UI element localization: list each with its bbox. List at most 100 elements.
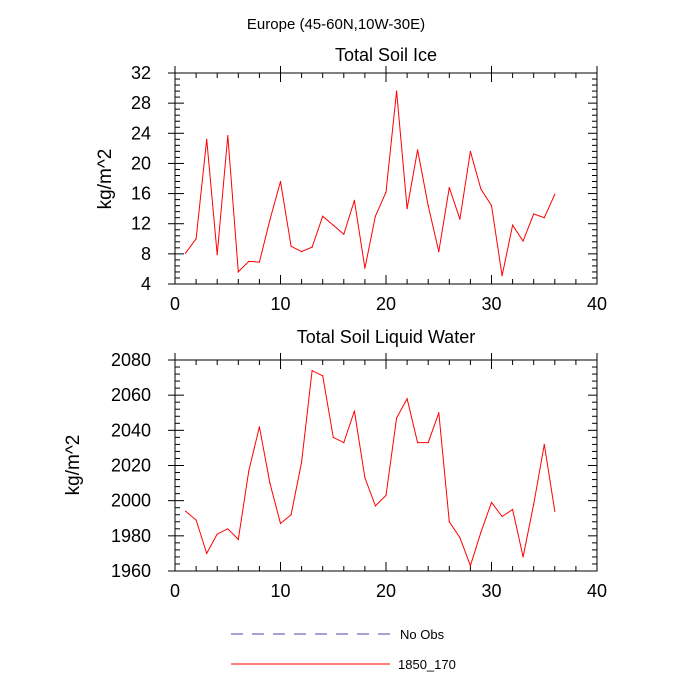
data-point-soil-liquid: [258, 426, 260, 428]
x-tick-label-soil-liquid: 10: [270, 581, 290, 601]
data-point-soil-liquid: [511, 508, 514, 511]
series-line-soil-ice: [185, 91, 556, 276]
legend: No Obs 1850_170: [231, 627, 456, 672]
y-axis-label-soil-liquid-water: kg/m^2: [63, 435, 84, 496]
data-point-soil-liquid: [427, 442, 429, 444]
y-axis-label-soil-ice: kg/m^2: [95, 149, 116, 210]
data-point-soil-liquid: [554, 510, 556, 512]
x-tick-label-soil-liquid: 20: [376, 581, 396, 601]
data-point-soil-ice: [459, 218, 461, 220]
y-tick-label-soil-ice: 32: [131, 63, 151, 83]
y-tick-label-soil-liquid: 1980: [111, 526, 151, 546]
data-point-soil-liquid: [353, 410, 355, 412]
data-point-soil-liquid: [311, 369, 313, 372]
data-point-soil-liquid: [417, 442, 419, 444]
data-point-soil-ice: [279, 180, 282, 183]
legend-label-1850-170: 1850_170: [398, 657, 456, 672]
data-point-soil-ice: [195, 238, 197, 240]
panel-total-soil-ice: Total Soil Ice kg/m^2 0 10 20 30 40 4 8 12 16 20 2…: [95, 45, 607, 314]
data-point-soil-liquid: [501, 515, 503, 518]
panel-total-soil-liquid-water: Total Soil Liquid Water kg/m^2 0 10 20 30 40…: [63, 327, 607, 601]
data-point-soil-ice: [448, 186, 450, 189]
data-point-soil-ice: [227, 134, 229, 137]
data-point-soil-liquid: [364, 477, 366, 479]
data-point-soil-ice: [522, 240, 524, 242]
data-point-soil-ice: [406, 208, 408, 210]
data-point-soil-ice: [438, 250, 440, 253]
data-point-soil-ice: [353, 199, 355, 201]
legend-label-no-obs: No Obs: [400, 627, 445, 642]
data-point-soil-ice: [469, 150, 471, 152]
x-tick-label-soil-liquid: 0: [170, 581, 180, 601]
y-tick-label-soil-ice: 20: [131, 153, 151, 173]
x-tick-label-soil-liquid: 30: [481, 581, 501, 601]
data-point-soil-ice: [206, 138, 208, 140]
data-point-soil-ice: [301, 250, 303, 253]
y-tick-label-soil-liquid: 2000: [111, 491, 151, 511]
data-point-soil-ice: [533, 213, 535, 215]
x-tick-label-soil-ice: 10: [270, 294, 290, 314]
data-point-soil-liquid: [248, 470, 250, 472]
data-point-soil-liquid: [237, 538, 239, 540]
data-point-soil-liquid: [343, 442, 345, 444]
y-tick-label-soil-liquid: 2080: [111, 350, 151, 370]
data-point-soil-ice: [511, 224, 514, 226]
panel-title-total-soil-ice: Total Soil Ice: [335, 45, 437, 65]
data-point-soil-liquid: [269, 482, 271, 484]
data-point-soil-liquid: [438, 412, 440, 414]
x-tick-label-soil-ice: 20: [376, 294, 396, 314]
y-tick-label-soil-liquid: 2020: [111, 456, 151, 476]
data-point-soil-ice: [501, 275, 503, 277]
data-point-soil-ice: [543, 217, 545, 219]
y-tick-label-soil-liquid: 1960: [111, 561, 151, 581]
data-point-soil-liquid: [469, 565, 471, 567]
data-point-soil-liquid: [332, 436, 334, 438]
data-point-soil-liquid: [195, 519, 197, 521]
data-point-soil-ice: [290, 245, 292, 247]
data-point-soil-liquid: [322, 375, 324, 377]
data-point-soil-liquid: [184, 510, 187, 512]
data-point-soil-ice: [490, 205, 493, 207]
panel-title-total-soil-liquid-water: Total Soil Liquid Water: [297, 327, 475, 347]
data-point-soil-liquid: [227, 528, 229, 530]
data-point-soil-liquid: [406, 398, 408, 400]
figure-title: Europe (45-60N,10W-30E): [247, 16, 425, 33]
y-tick-label-soil-ice: 12: [131, 214, 151, 234]
data-point-soil-ice: [417, 149, 419, 151]
x-tick-label-soil-liquid: 40: [587, 581, 607, 601]
data-point-soil-liquid: [395, 417, 398, 419]
data-point-soil-liquid: [216, 533, 218, 535]
data-point-soil-ice: [269, 219, 271, 221]
data-point-soil-liquid: [448, 521, 450, 523]
data-point-soil-ice: [427, 205, 429, 207]
data-point-soil-ice: [374, 215, 377, 217]
data-point-soil-liquid: [374, 505, 377, 507]
data-point-soil-ice: [237, 271, 239, 273]
data-point-soil-liquid: [533, 503, 535, 505]
data-point-soil-ice: [385, 191, 387, 193]
y-tick-label-soil-ice: 16: [131, 184, 151, 204]
data-point-soil-ice: [395, 90, 398, 92]
data-point-soil-ice: [332, 224, 334, 226]
plot-frame-soil-ice: [174, 72, 598, 285]
data-point-soil-liquid: [522, 556, 524, 558]
data-point-soil-liquid: [290, 514, 292, 516]
data-point-soil-liquid: [385, 494, 387, 496]
data-point-soil-ice: [554, 193, 556, 195]
data-point-soil-ice: [311, 246, 313, 248]
series-line-soil-liquid: [185, 369, 556, 568]
y-tick-label-soil-ice: 24: [131, 123, 151, 143]
data-point-soil-liquid: [490, 501, 493, 504]
data-point-soil-ice: [248, 260, 250, 262]
data-point-soil-ice: [184, 252, 187, 254]
data-point-soil-liquid: [301, 461, 303, 463]
data-point-soil-ice: [480, 188, 482, 190]
y-tick-label-soil-ice: 8: [141, 244, 151, 264]
x-tick-label-soil-ice: 0: [170, 294, 180, 314]
x-tick-label-soil-ice: 30: [481, 294, 501, 314]
y-tick-label-soil-ice: 4: [141, 274, 151, 294]
data-point-soil-ice: [258, 261, 260, 263]
y-tick-label-soil-liquid: 2040: [111, 420, 151, 440]
data-point-soil-liquid: [480, 531, 482, 533]
